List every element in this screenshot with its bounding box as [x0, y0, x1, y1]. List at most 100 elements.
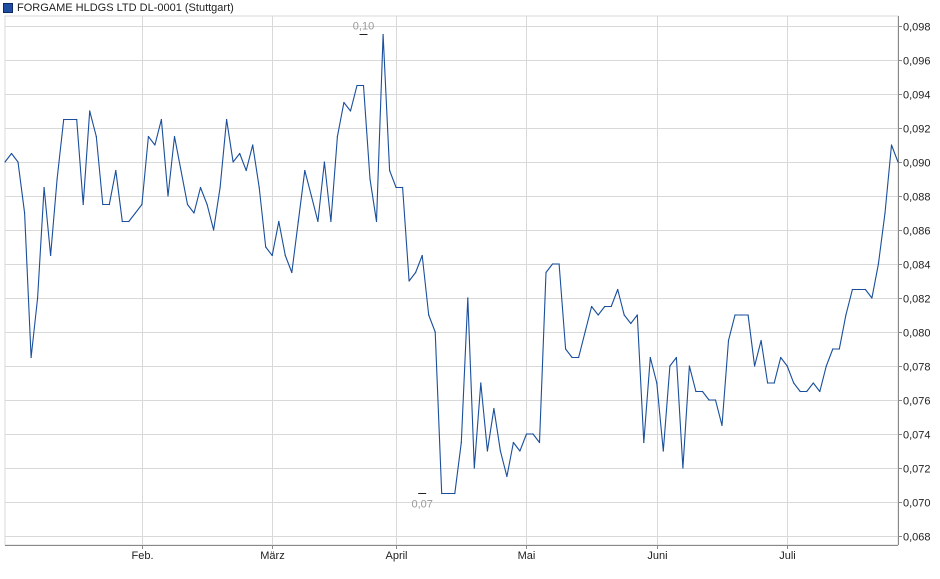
price-point	[30, 356, 32, 359]
price-point	[845, 314, 847, 316]
price-point	[245, 169, 247, 172]
price-series-line	[4, 33, 899, 495]
price-point	[206, 203, 208, 206]
y-tick-label: 0,094	[903, 90, 931, 102]
annotation-layer: 0,10 0,07	[353, 21, 433, 511]
price-point	[173, 135, 176, 138]
price-point	[754, 365, 756, 367]
price-point	[460, 441, 462, 444]
price-point	[545, 271, 547, 274]
price-point	[499, 450, 501, 452]
y-tick-label: 0,070	[903, 498, 931, 510]
y-tick-label: 0,084	[903, 260, 931, 272]
price-point	[95, 135, 97, 138]
price-point	[134, 212, 136, 214]
y-tick-label: 0,092	[903, 124, 931, 136]
x-tick-label: März	[260, 550, 284, 562]
x-tick-label: April	[385, 550, 407, 562]
x-tick-label: Feb.	[131, 550, 153, 562]
price-point	[434, 331, 436, 333]
price-point	[43, 186, 45, 189]
price-point	[838, 348, 840, 350]
price-point	[688, 365, 691, 367]
price-point	[336, 135, 338, 138]
price-point	[349, 110, 352, 112]
price-point	[50, 254, 52, 257]
price-point	[773, 382, 775, 384]
price-point	[271, 254, 273, 257]
price-point	[284, 254, 286, 257]
price-point	[160, 118, 162, 121]
y-tick-label: 0,072	[903, 464, 931, 476]
price-point	[695, 390, 697, 393]
price-point	[10, 152, 13, 155]
plot-frame	[4, 15, 899, 546]
price-point	[213, 229, 215, 231]
price-point	[278, 220, 280, 223]
price-point	[623, 314, 625, 316]
price-point	[662, 450, 664, 452]
price-point	[890, 144, 893, 146]
price-point	[675, 356, 678, 359]
min-value-label: 0,07	[411, 499, 432, 511]
chart-legend: FORGAME HLDGS LTD DL-0001 (Stuttgart)	[3, 1, 234, 15]
price-point	[102, 203, 104, 206]
price-point	[669, 365, 671, 367]
y-tick-label: 0,080	[903, 328, 931, 340]
price-point	[858, 288, 860, 291]
price-point	[480, 382, 482, 384]
price-point	[871, 297, 873, 299]
price-point	[219, 186, 221, 189]
series-layer	[4, 33, 899, 495]
price-point	[656, 382, 658, 384]
price-point	[252, 144, 254, 146]
price-point	[304, 169, 306, 172]
price-point	[565, 348, 567, 350]
x-tick-label: Juni	[647, 550, 667, 562]
price-point	[780, 356, 782, 359]
y-tick-label: 0,088	[903, 192, 931, 204]
price-point	[89, 110, 91, 112]
max-value-label: 0,10	[353, 21, 374, 33]
price-point	[649, 356, 651, 359]
price-point	[486, 450, 488, 452]
price-point	[897, 161, 899, 163]
price-point	[330, 220, 332, 223]
y-tick-label: 0,096	[903, 56, 931, 68]
price-point	[819, 390, 821, 393]
price-point	[408, 280, 410, 282]
y-tick-label: 0,082	[903, 294, 931, 306]
price-point	[578, 356, 580, 359]
price-point	[310, 195, 312, 197]
price-point	[851, 288, 854, 291]
price-point	[558, 263, 560, 265]
price-point	[741, 314, 743, 316]
grid-layer	[4, 15, 899, 546]
price-point	[108, 203, 110, 206]
price-point	[63, 118, 65, 121]
price-point	[636, 314, 638, 316]
price-point	[604, 305, 606, 308]
price-point	[441, 492, 443, 495]
price-point	[232, 161, 234, 163]
price-point	[447, 492, 449, 495]
price-point	[864, 288, 867, 291]
y-tick-label: 0,074	[903, 430, 931, 442]
price-point	[467, 297, 469, 299]
price-point	[832, 348, 834, 350]
price-point	[369, 178, 371, 180]
price-point	[258, 186, 260, 189]
price-point	[375, 220, 378, 223]
price-point	[525, 433, 528, 435]
x-tick-label: Mai	[518, 550, 536, 562]
price-point	[571, 356, 573, 359]
price-point	[454, 492, 456, 495]
y-tick-label: 0,068	[903, 532, 931, 544]
price-point	[415, 271, 417, 274]
price-point	[473, 467, 475, 469]
price-point	[630, 322, 632, 325]
axis-layer: 0,068 0,070 0,072 0,074 0,076 0,078 0,080 0,082…	[5, 16, 931, 562]
price-point	[193, 212, 195, 214]
price-point	[128, 220, 130, 223]
